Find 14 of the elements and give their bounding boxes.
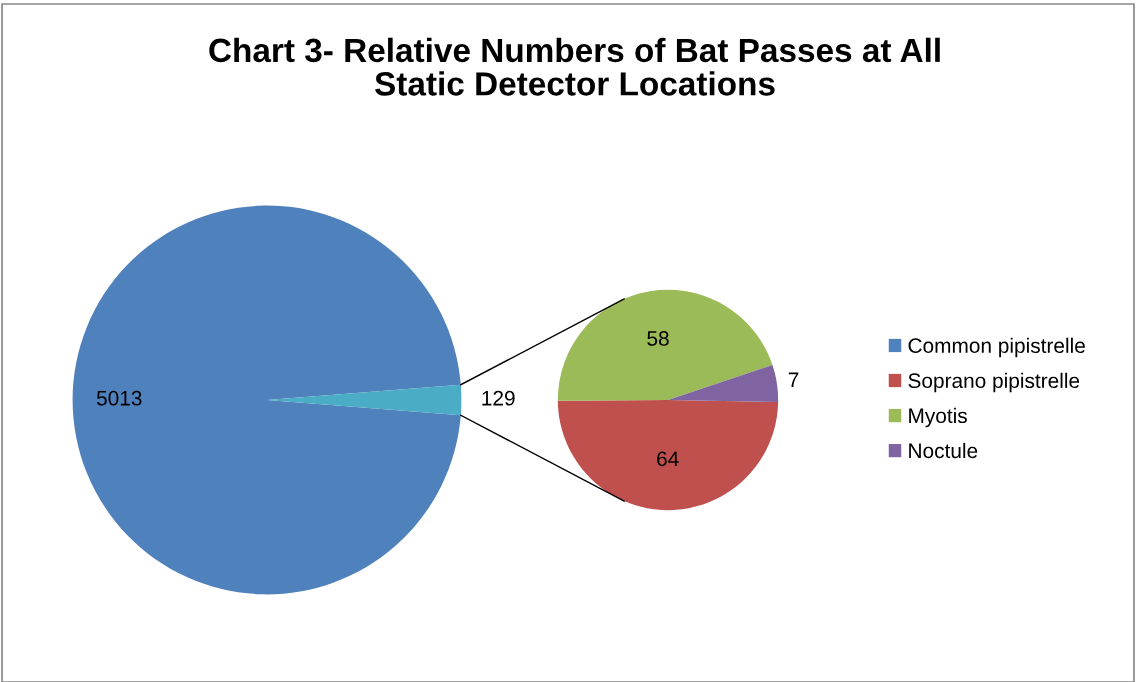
chart-title: Chart 3- Relative Numbers of Bat Passes at All Static Detector Locations — [209, 37, 940, 96]
data-label: 7 — [788, 372, 799, 387]
pie-slice — [557, 400, 779, 511]
legend-label: Noctule — [909, 442, 978, 459]
legend-label: Myotis — [909, 407, 967, 428]
data-label: 64 — [657, 451, 679, 467]
data-label: 58 — [647, 331, 669, 346]
legend-label: Soprano pipistrelle — [908, 372, 1080, 393]
data-label: 129 — [482, 390, 515, 406]
legend-label: Common pipistrelle — [908, 337, 1085, 358]
pie-slice — [557, 289, 773, 401]
pie-slice — [72, 205, 461, 595]
pie-slice — [668, 364, 779, 402]
data-label: 5013 — [96, 390, 142, 406]
